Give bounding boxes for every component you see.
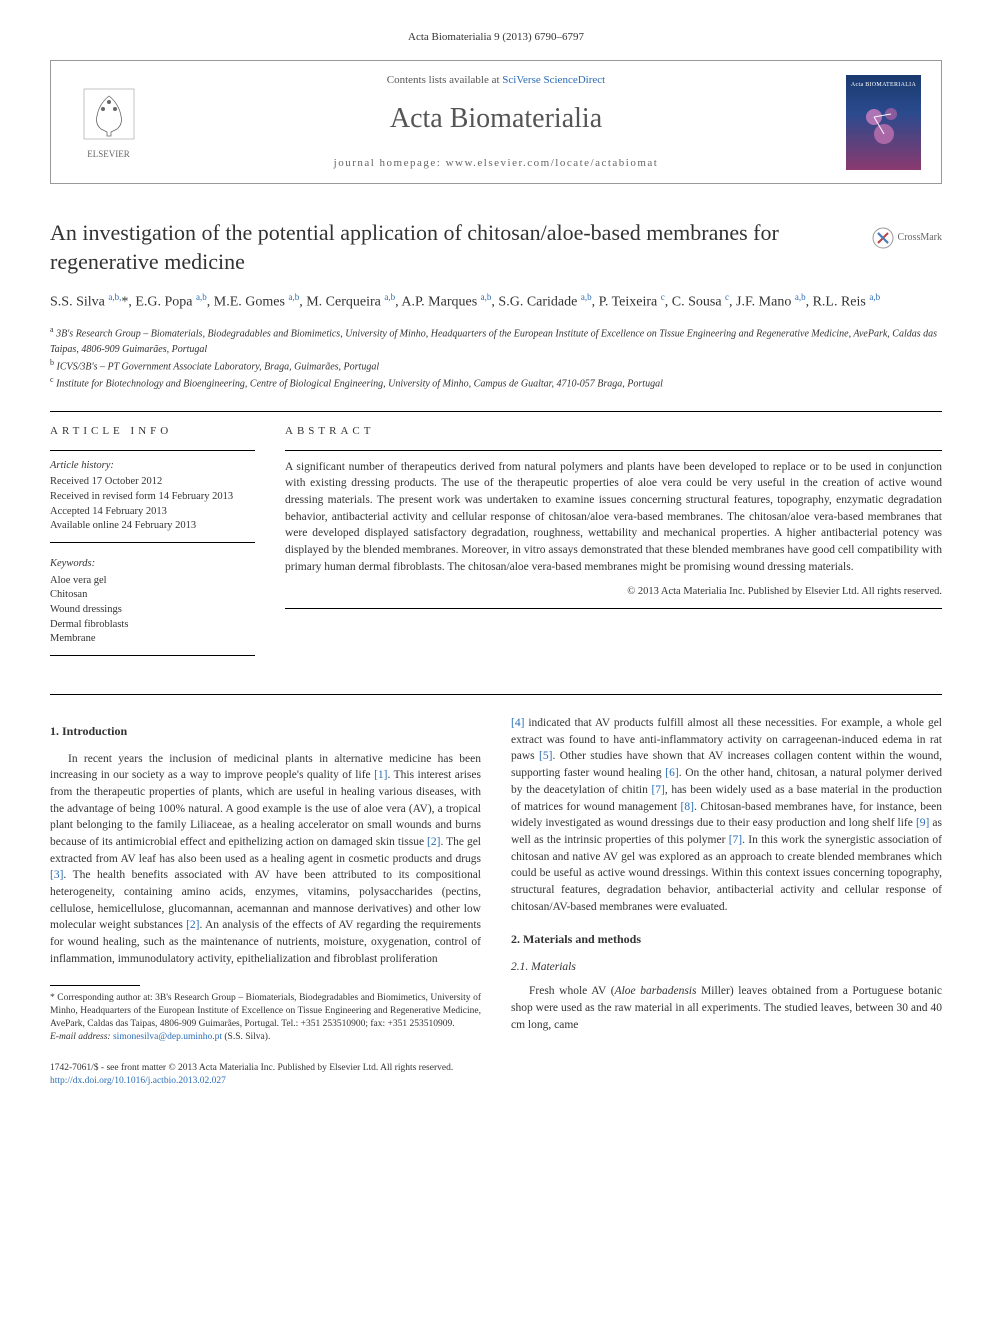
abstract-copyright: © 2013 Acta Materialia Inc. Published by… [285,585,942,600]
history-item: Received in revised form 14 February 201… [50,490,255,505]
journal-reference: Acta Biomaterialia 9 (2013) 6790–6797 [50,30,942,45]
intro-paragraph-left: In recent years the inclusion of medicin… [50,751,481,968]
keyword-item: Chitosan [50,588,255,603]
keyword-item: Membrane [50,632,255,647]
keyword-item: Wound dressings [50,603,255,618]
journal-name: Acta Biomaterialia [166,99,826,138]
body-two-column: 1. Introduction In recent years the incl… [50,715,942,1043]
introduction-heading: 1. Introduction [50,723,481,740]
affiliation-item: b ICVS/3B's – PT Government Associate La… [50,357,942,374]
journal-homepage: journal homepage: www.elsevier.com/locat… [166,156,826,171]
reference-link[interactable]: [5] [539,750,552,762]
affiliations-list: a 3B's Research Group – Biomaterials, Bi… [50,324,942,391]
abstract-text: A significant number of therapeutics der… [285,459,942,576]
reference-link[interactable]: [7] [651,784,664,796]
info-divider [50,450,255,451]
elsevier-logo: ELSEVIER [71,80,146,165]
history-items: Received 17 October 2012Received in revi… [50,475,255,534]
history-label: Article history: [50,459,255,474]
reference-link[interactable]: [7] [729,834,742,846]
keywords-items: Aloe vera gelChitosanWound dressingsDerm… [50,574,255,647]
abstract-column: ABSTRACT A significant number of therape… [285,424,942,664]
sciencedirect-link[interactable]: SciVerse ScienceDirect [502,74,605,86]
intro-paragraph-right: [4] indicated that AV products fulfill a… [511,715,942,915]
cover-graphic-icon [859,99,909,149]
keywords-label: Keywords: [50,557,255,572]
history-item: Accepted 14 February 2013 [50,505,255,520]
reference-link[interactable]: [2] [186,919,199,931]
reference-link[interactable]: [8] [681,801,694,813]
body-left-column: 1. Introduction In recent years the incl… [50,715,481,1043]
materials-paragraph: Fresh whole AV (Aloe barbadensis Miller)… [511,983,942,1033]
contents-prefix: Contents lists available at [387,74,502,86]
doi-link[interactable]: http://dx.doi.org/10.1016/j.actbio.2013.… [50,1076,226,1086]
authors-list: S.S. Silva a,b,*, E.G. Popa a,b, M.E. Go… [50,291,942,313]
reference-link[interactable]: [3] [50,869,63,881]
cover-title: Acta BIOMATERIALIA [851,81,916,89]
affiliation-item: c Institute for Biotechnology and Bioeng… [50,374,942,391]
elsevier-tree-icon [79,84,139,144]
section-divider [50,694,942,695]
reference-link[interactable]: [4] [511,717,524,729]
homepage-url[interactable]: www.elsevier.com/locate/actabiomat [446,157,659,169]
reference-link[interactable]: [9] [916,817,929,829]
section-divider [50,411,942,412]
journal-cover-thumbnail: Acta BIOMATERIALIA [846,75,921,170]
email-label: E-mail address: [50,1032,113,1042]
doi-value: 10.1016/j.actbio.2013.02.027 [114,1076,226,1086]
contents-available-line: Contents lists available at SciVerse Sci… [166,73,826,88]
info-divider [50,542,255,543]
article-title: An investigation of the potential applic… [50,219,942,276]
info-abstract-row: ARTICLE INFO Article history: Received 1… [50,424,942,664]
reference-link[interactable]: [6] [665,767,678,779]
keyword-item: Dermal fibroblasts [50,618,255,633]
reference-link[interactable]: [2] [427,836,440,848]
author-email-link[interactable]: simonesilva@dep.uminho.pt [113,1032,222,1042]
crossmark-badge[interactable]: CrossMark [872,227,942,249]
crossmark-label: CrossMark [898,231,942,245]
footnote-text: * Corresponding author at: 3B's Research… [50,993,481,1029]
crossmark-icon [872,227,894,249]
abstract-heading: ABSTRACT [285,424,942,439]
keyword-item: Aloe vera gel [50,574,255,589]
article-info-heading: ARTICLE INFO [50,424,255,439]
email-suffix: (S.S. Silva). [222,1032,270,1042]
history-item: Available online 24 February 2013 [50,519,255,534]
header-center: Contents lists available at SciVerse Sci… [166,73,826,171]
footnote-separator [50,985,140,986]
corresponding-author-footnote: * Corresponding author at: 3B's Research… [50,992,481,1043]
methods-heading: 2. Materials and methods [511,931,942,948]
history-item: Received 17 October 2012 [50,475,255,490]
doi-prefix: http://dx.doi.org/ [50,1076,114,1086]
footer-issn-line: 1742-7061/$ - see front matter © 2013 Ac… [50,1062,942,1089]
homepage-label: journal homepage: [334,157,446,169]
info-divider [50,655,255,656]
body-right-column: [4] indicated that AV products fulfill a… [511,715,942,1043]
article-info-column: ARTICLE INFO Article history: Received 1… [50,424,255,664]
journal-header-box: ELSEVIER Contents lists available at Sci… [50,60,942,184]
reference-link[interactable]: [1] [374,769,387,781]
affiliation-item: a 3B's Research Group – Biomaterials, Bi… [50,324,942,356]
abstract-divider [285,608,942,609]
abstract-divider [285,450,942,451]
publisher-name: ELSEVIER [87,148,130,161]
materials-heading: 2.1. Materials [511,959,942,976]
issn-text: 1742-7061/$ - see front matter © 2013 Ac… [50,1063,453,1073]
